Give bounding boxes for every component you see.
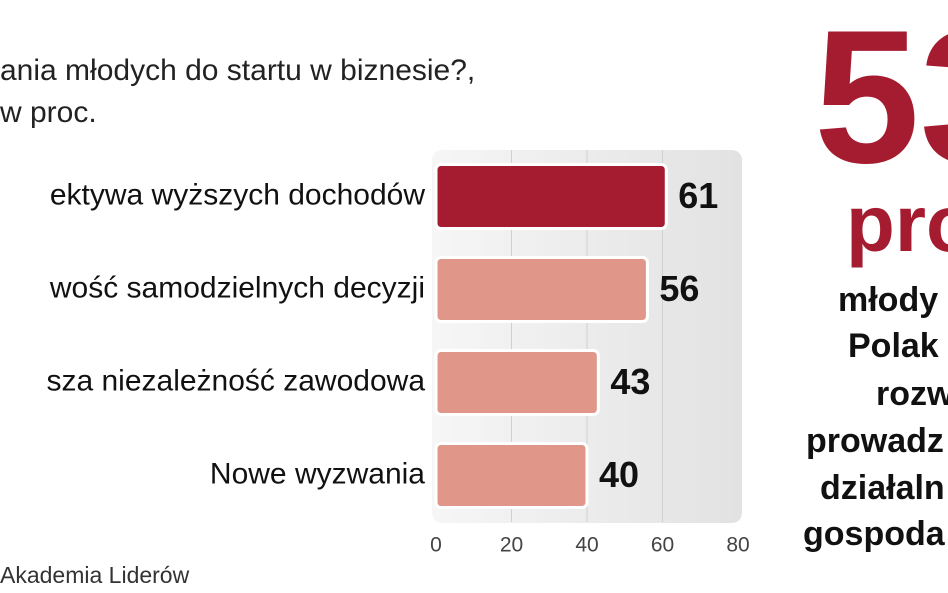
x-tick-label: 60 (651, 534, 674, 557)
title-line: ania młodych do startu w biznesie?, (0, 54, 475, 87)
bar (434, 442, 589, 509)
x-tick-label: 0 (430, 534, 442, 557)
value-label: 61 (678, 175, 718, 216)
bar (434, 349, 600, 416)
callout-unit: proc (846, 179, 948, 268)
category-label: sza niezależność zawodowa (46, 364, 425, 397)
bar (434, 256, 649, 323)
title-line: w proc. (0, 96, 97, 129)
source: Akademia Liderów (0, 562, 190, 588)
callout-line: młody (838, 281, 938, 319)
callout-line: Polak (848, 327, 939, 365)
callout-line: rozwa (876, 375, 948, 413)
bar (434, 163, 668, 230)
callout-number: 53 (814, 0, 948, 203)
callout-line: działaln (820, 469, 945, 507)
callout-line: gospoda (803, 515, 946, 553)
value-label: 43 (610, 361, 650, 402)
x-tick-label: 20 (500, 534, 523, 557)
x-tick-label: 80 (726, 534, 749, 557)
value-label: 56 (659, 268, 699, 309)
category-label: ektywa wyższych dochodów (50, 178, 425, 211)
callout-line: prowadz (806, 422, 944, 460)
category-label: wość samodzielnych decyzji (49, 271, 425, 304)
value-label: 40 (599, 454, 639, 495)
x-tick-label: 40 (575, 534, 598, 557)
category-label: Nowe wyzwania (210, 457, 425, 490)
